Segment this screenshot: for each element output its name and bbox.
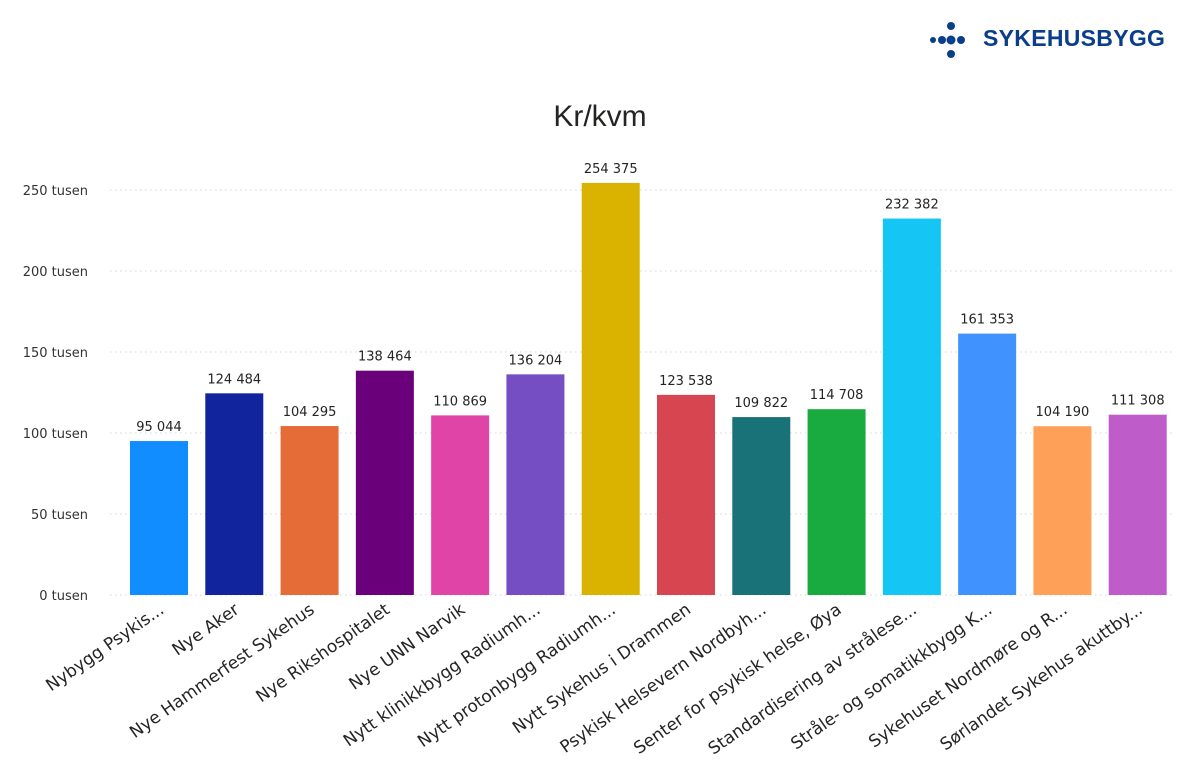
data-label: 104 295 bbox=[283, 405, 337, 420]
data-label: 254 375 bbox=[584, 162, 638, 177]
y-tick-label: 0 tusen bbox=[39, 589, 88, 604]
data-label: 232 382 bbox=[885, 198, 939, 213]
bar[interactable] bbox=[581, 182, 640, 595]
data-label: 111 308 bbox=[1111, 394, 1165, 409]
logo-dot-left-inner bbox=[938, 36, 946, 44]
x-tick-label: Nybygg Psykis... bbox=[42, 600, 167, 696]
bar[interactable] bbox=[205, 393, 264, 595]
x-tick-label: Nye Rikshospitalet bbox=[253, 600, 394, 707]
data-label: 138 464 bbox=[358, 350, 412, 365]
bars bbox=[130, 182, 1167, 596]
bar[interactable] bbox=[657, 394, 715, 595]
y-tick-label: 100 tusen bbox=[23, 427, 88, 442]
data-label: 136 204 bbox=[509, 353, 563, 368]
bar[interactable] bbox=[130, 441, 188, 595]
data-label: 161 353 bbox=[960, 313, 1014, 328]
sykehusbygg-logo bbox=[930, 22, 965, 58]
bar[interactable] bbox=[355, 370, 414, 595]
bar[interactable] bbox=[958, 333, 1017, 595]
logo-dot-left-outer bbox=[930, 37, 936, 43]
logo-dot-top bbox=[947, 22, 955, 30]
logo-dot-right bbox=[957, 36, 965, 44]
logo-dot-center bbox=[946, 35, 956, 45]
data-label: 110 869 bbox=[433, 394, 487, 409]
y-axis-ticks: 0 tusen 50 tusen 100 tusen 150 tusen 200 tus… bbox=[23, 184, 88, 604]
data-label: 114 708 bbox=[810, 388, 864, 403]
data-label: 95 044 bbox=[136, 420, 182, 435]
chart-title: Kr/kvm bbox=[553, 100, 646, 133]
y-tick-label: 150 tusen bbox=[23, 346, 88, 361]
data-label: 123 538 bbox=[659, 374, 713, 389]
data-label: 109 822 bbox=[734, 396, 788, 411]
logo-text: SYKEHUSBYGG bbox=[983, 25, 1166, 51]
y-tick-label: 50 tusen bbox=[31, 508, 88, 523]
bar[interactable] bbox=[882, 218, 941, 596]
bar[interactable] bbox=[807, 409, 866, 595]
bar[interactable] bbox=[280, 426, 339, 595]
logo-dot-bottom bbox=[947, 50, 955, 58]
y-tick-label: 200 tusen bbox=[23, 265, 88, 280]
bar[interactable] bbox=[431, 415, 490, 595]
y-tick-label: 250 tusen bbox=[23, 184, 88, 199]
bar[interactable] bbox=[732, 417, 791, 595]
data-label: 124 484 bbox=[207, 372, 261, 387]
bar[interactable] bbox=[1033, 426, 1092, 595]
bar[interactable] bbox=[506, 374, 565, 595]
value-labels: 95 044 124 484 104 295 138 464 110 869 136 20… bbox=[136, 162, 1164, 435]
bar[interactable] bbox=[1108, 414, 1167, 595]
data-label: 104 190 bbox=[1036, 405, 1090, 420]
